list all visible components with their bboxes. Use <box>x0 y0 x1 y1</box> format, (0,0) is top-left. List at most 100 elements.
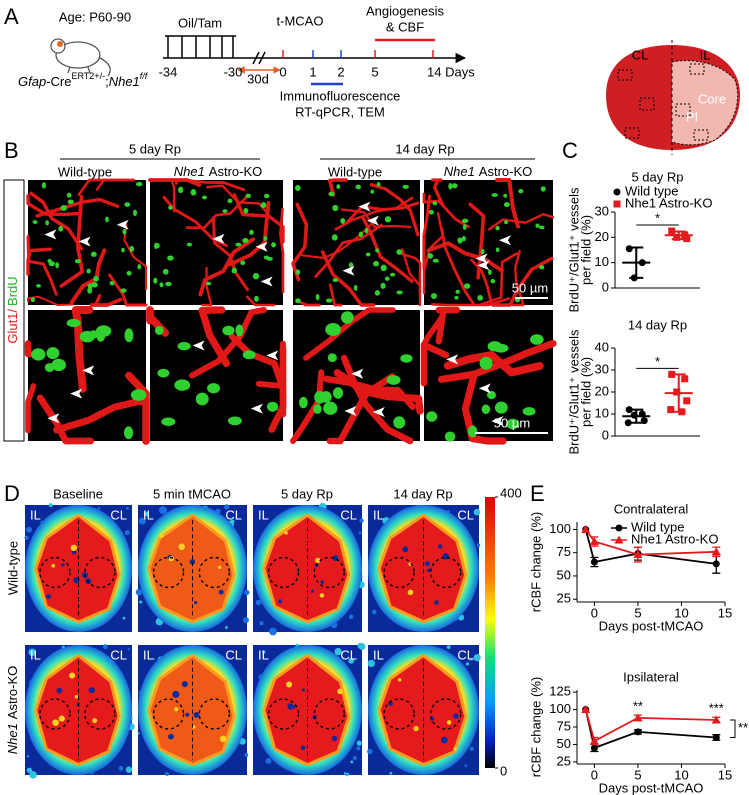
hemisphere-label: CL <box>225 507 242 522</box>
nucleus <box>121 247 125 253</box>
nucleus <box>348 262 354 268</box>
hemisphere-label: CL <box>457 507 474 522</box>
vessel-spot <box>442 553 449 560</box>
nucleus <box>454 295 459 300</box>
vessel <box>255 340 286 389</box>
chart-title: 14 day Rp <box>628 317 687 332</box>
series-line <box>584 709 717 750</box>
nucleus <box>90 251 97 257</box>
point <box>633 713 643 722</box>
point <box>613 200 621 208</box>
nucleus <box>353 284 358 291</box>
vessel-spot <box>337 688 343 695</box>
nucleus <box>30 297 36 303</box>
point <box>633 550 643 559</box>
nucleus <box>495 225 500 231</box>
speckle <box>126 506 129 510</box>
group-label: Wild-type <box>328 164 382 179</box>
speckle <box>464 764 468 768</box>
nucleus <box>396 290 403 295</box>
vessel-spot <box>397 678 402 682</box>
vessel-spot <box>453 713 459 719</box>
nucleus <box>494 401 508 414</box>
day-label: -30 <box>224 64 243 79</box>
point <box>673 233 681 241</box>
vessel-spot <box>58 715 65 722</box>
nucleus <box>327 353 337 362</box>
nucleus <box>315 293 320 301</box>
point <box>683 397 691 405</box>
speckle <box>465 662 470 666</box>
vessel <box>369 183 420 237</box>
nucleus <box>370 189 375 194</box>
nucleus <box>503 202 510 208</box>
vessel-spot <box>331 735 338 742</box>
stain: Glut1/ <box>5 309 20 344</box>
nucleus <box>235 324 244 337</box>
nucleus <box>355 184 362 190</box>
day-label: 14 Days <box>427 64 475 79</box>
roi <box>84 698 116 730</box>
vessel <box>26 247 53 276</box>
micrograph <box>148 178 285 307</box>
point <box>624 419 632 427</box>
cre: -Cre <box>46 74 71 89</box>
nucleus <box>165 281 172 287</box>
vessel <box>290 369 325 444</box>
vessel <box>211 216 250 292</box>
nucleus <box>74 259 81 264</box>
nucleus <box>373 260 380 267</box>
nucleus <box>480 248 485 255</box>
error-bar <box>671 373 686 413</box>
vessel-spot <box>92 718 98 724</box>
vessel <box>228 201 271 267</box>
significance: * <box>655 210 660 225</box>
vessel <box>89 297 123 307</box>
vessel <box>228 333 287 418</box>
x-tick-label: 5 <box>634 767 641 782</box>
speckle <box>28 648 36 657</box>
vessel-spot <box>320 580 325 584</box>
y-tick-label: 10 <box>595 405 609 420</box>
nucleus <box>457 237 463 244</box>
nucleus <box>314 390 326 404</box>
vessel-spot <box>315 557 321 563</box>
gene: Nhe1 <box>444 164 475 179</box>
chart-title: 5 day Rp <box>631 169 683 184</box>
nucleus <box>135 181 143 187</box>
nucleus <box>426 411 438 422</box>
nucleus <box>235 242 242 247</box>
significance: ** <box>633 699 643 714</box>
cbf-image: IL CL <box>253 642 366 777</box>
nucleus <box>340 311 354 324</box>
vessel-spot <box>441 736 448 744</box>
nucleus <box>122 228 127 235</box>
nucleus <box>109 281 115 286</box>
arrowhead <box>475 253 488 264</box>
speckle <box>356 740 362 746</box>
arrowhead <box>70 388 83 399</box>
vessel-spot <box>74 694 79 699</box>
vessel-spot <box>319 593 325 598</box>
group-label: Nhe1 Astro-KO <box>174 164 263 179</box>
nucleus <box>155 242 160 249</box>
day-label: 2 <box>337 64 344 79</box>
cbf-image: IL CL <box>368 505 481 632</box>
vessel-spot <box>185 712 190 717</box>
vessel-spot <box>193 712 200 718</box>
y-tick-label: 75 <box>557 544 571 559</box>
vessel <box>148 178 202 187</box>
nucleus <box>202 195 207 200</box>
panel-label: C <box>562 138 578 163</box>
vessel-spot <box>453 747 457 751</box>
nucleus <box>455 289 460 294</box>
y-tick-label: 125 <box>549 684 571 699</box>
speckle <box>446 645 451 649</box>
nucleus <box>263 193 270 199</box>
nucleus <box>167 255 174 261</box>
nucleus <box>245 193 251 199</box>
nucleus <box>380 282 386 289</box>
x-tick-label: 0 <box>591 605 598 620</box>
vessel-spot <box>219 735 227 743</box>
arrowhead <box>255 241 268 252</box>
